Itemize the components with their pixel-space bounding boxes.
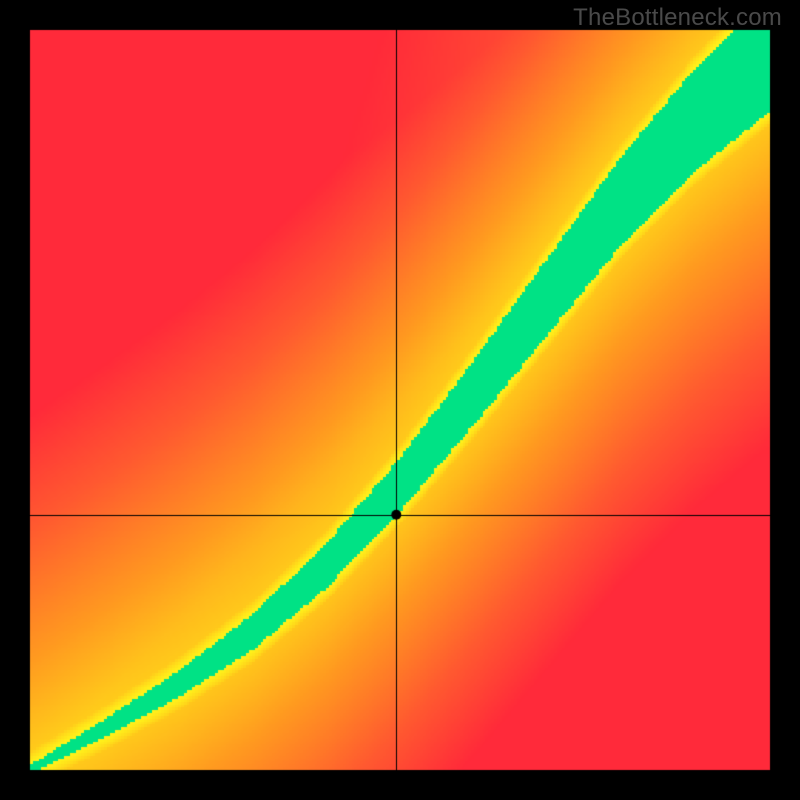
chart-container: TheBottleneck.com [0,0,800,800]
watermark-text: TheBottleneck.com [573,4,782,32]
bottleneck-heatmap-canvas [0,0,800,800]
